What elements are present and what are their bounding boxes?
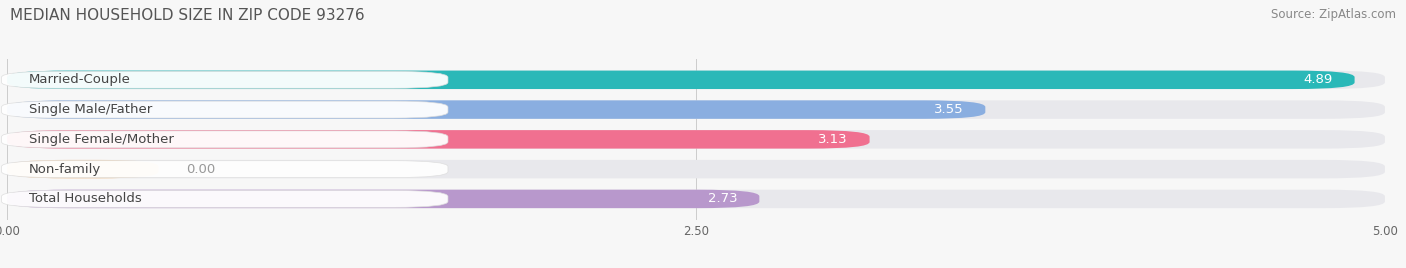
FancyBboxPatch shape bbox=[1, 131, 449, 148]
Text: Single Female/Mother: Single Female/Mother bbox=[30, 133, 174, 146]
FancyBboxPatch shape bbox=[7, 100, 1385, 119]
Text: Total Households: Total Households bbox=[30, 192, 142, 205]
FancyBboxPatch shape bbox=[7, 130, 869, 148]
Text: MEDIAN HOUSEHOLD SIZE IN ZIP CODE 93276: MEDIAN HOUSEHOLD SIZE IN ZIP CODE 93276 bbox=[10, 8, 364, 23]
Text: 3.13: 3.13 bbox=[818, 133, 848, 146]
FancyBboxPatch shape bbox=[7, 160, 159, 178]
Text: 3.55: 3.55 bbox=[934, 103, 963, 116]
FancyBboxPatch shape bbox=[1, 191, 449, 207]
Text: Single Male/Father: Single Male/Father bbox=[30, 103, 152, 116]
Text: 4.89: 4.89 bbox=[1303, 73, 1333, 86]
FancyBboxPatch shape bbox=[7, 190, 1385, 208]
Text: Non-family: Non-family bbox=[30, 163, 101, 176]
FancyBboxPatch shape bbox=[7, 190, 759, 208]
Text: Source: ZipAtlas.com: Source: ZipAtlas.com bbox=[1271, 8, 1396, 21]
FancyBboxPatch shape bbox=[1, 101, 449, 118]
FancyBboxPatch shape bbox=[7, 130, 1385, 148]
Text: 0.00: 0.00 bbox=[186, 163, 215, 176]
FancyBboxPatch shape bbox=[1, 71, 449, 88]
FancyBboxPatch shape bbox=[7, 70, 1354, 89]
FancyBboxPatch shape bbox=[7, 100, 986, 119]
Text: Married-Couple: Married-Couple bbox=[30, 73, 131, 86]
FancyBboxPatch shape bbox=[7, 70, 1385, 89]
FancyBboxPatch shape bbox=[1, 161, 449, 178]
Text: 2.73: 2.73 bbox=[707, 192, 737, 205]
FancyBboxPatch shape bbox=[7, 160, 1385, 178]
